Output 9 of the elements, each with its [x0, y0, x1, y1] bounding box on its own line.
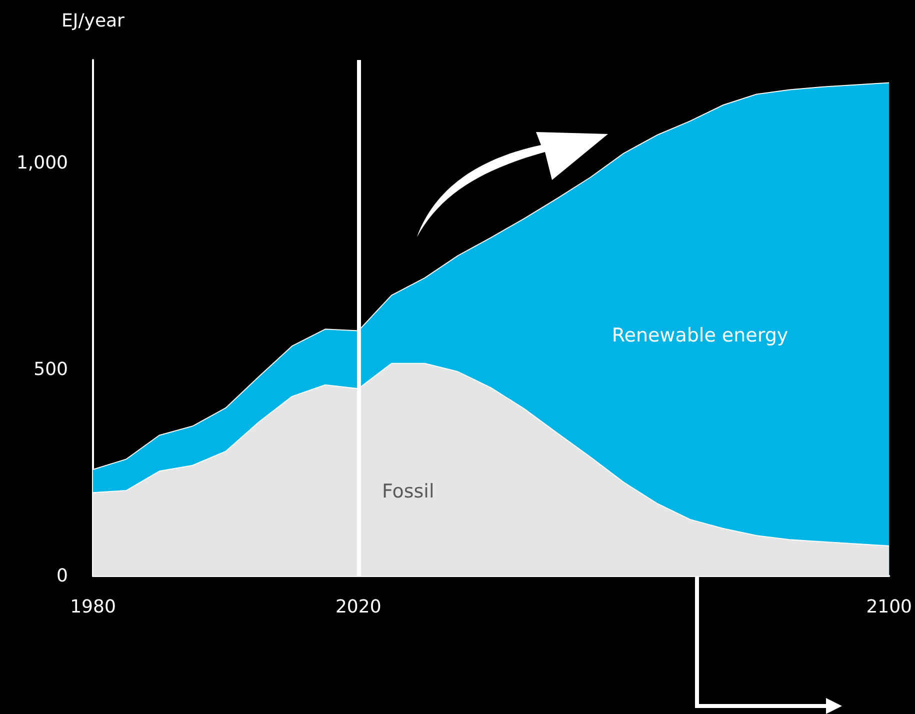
- x-tick-label: 2020: [335, 596, 382, 618]
- y-tick-label: 0: [56, 566, 68, 586]
- x-tick-label: 2100: [866, 596, 912, 618]
- series-label: Renewable energy: [612, 324, 788, 346]
- y-tick-label: 1,000: [16, 152, 68, 174]
- series-label: Fossil: [382, 480, 434, 502]
- y-tick-label: 500: [34, 359, 68, 380]
- y-axis-title: EJ/year: [62, 10, 126, 32]
- x-tick-label: 1980: [70, 596, 116, 618]
